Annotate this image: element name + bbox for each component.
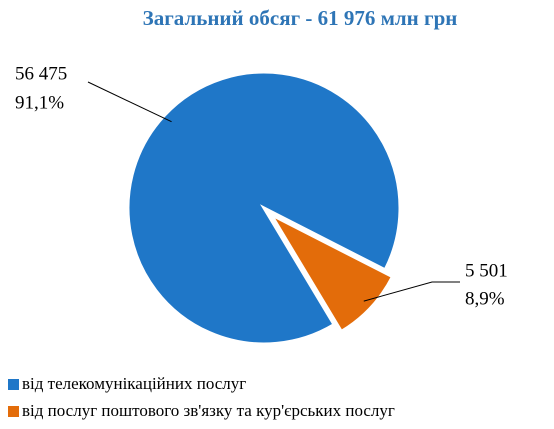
chart-title: Загальний обсяг - 61 976 млн грн: [143, 6, 458, 30]
leader-line: [363, 281, 460, 302]
legend-label: від телекомунікаційних послуг: [22, 374, 246, 393]
leader-line: [87, 81, 172, 123]
pie-slice: [267, 211, 395, 334]
legend-swatch: [8, 379, 19, 390]
legend-label: від послуг поштового зв'язку та кур'єрсь…: [22, 401, 395, 420]
data-label: 5 501: [465, 260, 508, 281]
percent-label: 91,1%: [15, 92, 64, 113]
percent-label: 8,9%: [465, 288, 505, 309]
legend-swatch: [8, 406, 19, 417]
pie-slice: [126, 70, 402, 346]
data-label: 56 475: [15, 63, 67, 84]
